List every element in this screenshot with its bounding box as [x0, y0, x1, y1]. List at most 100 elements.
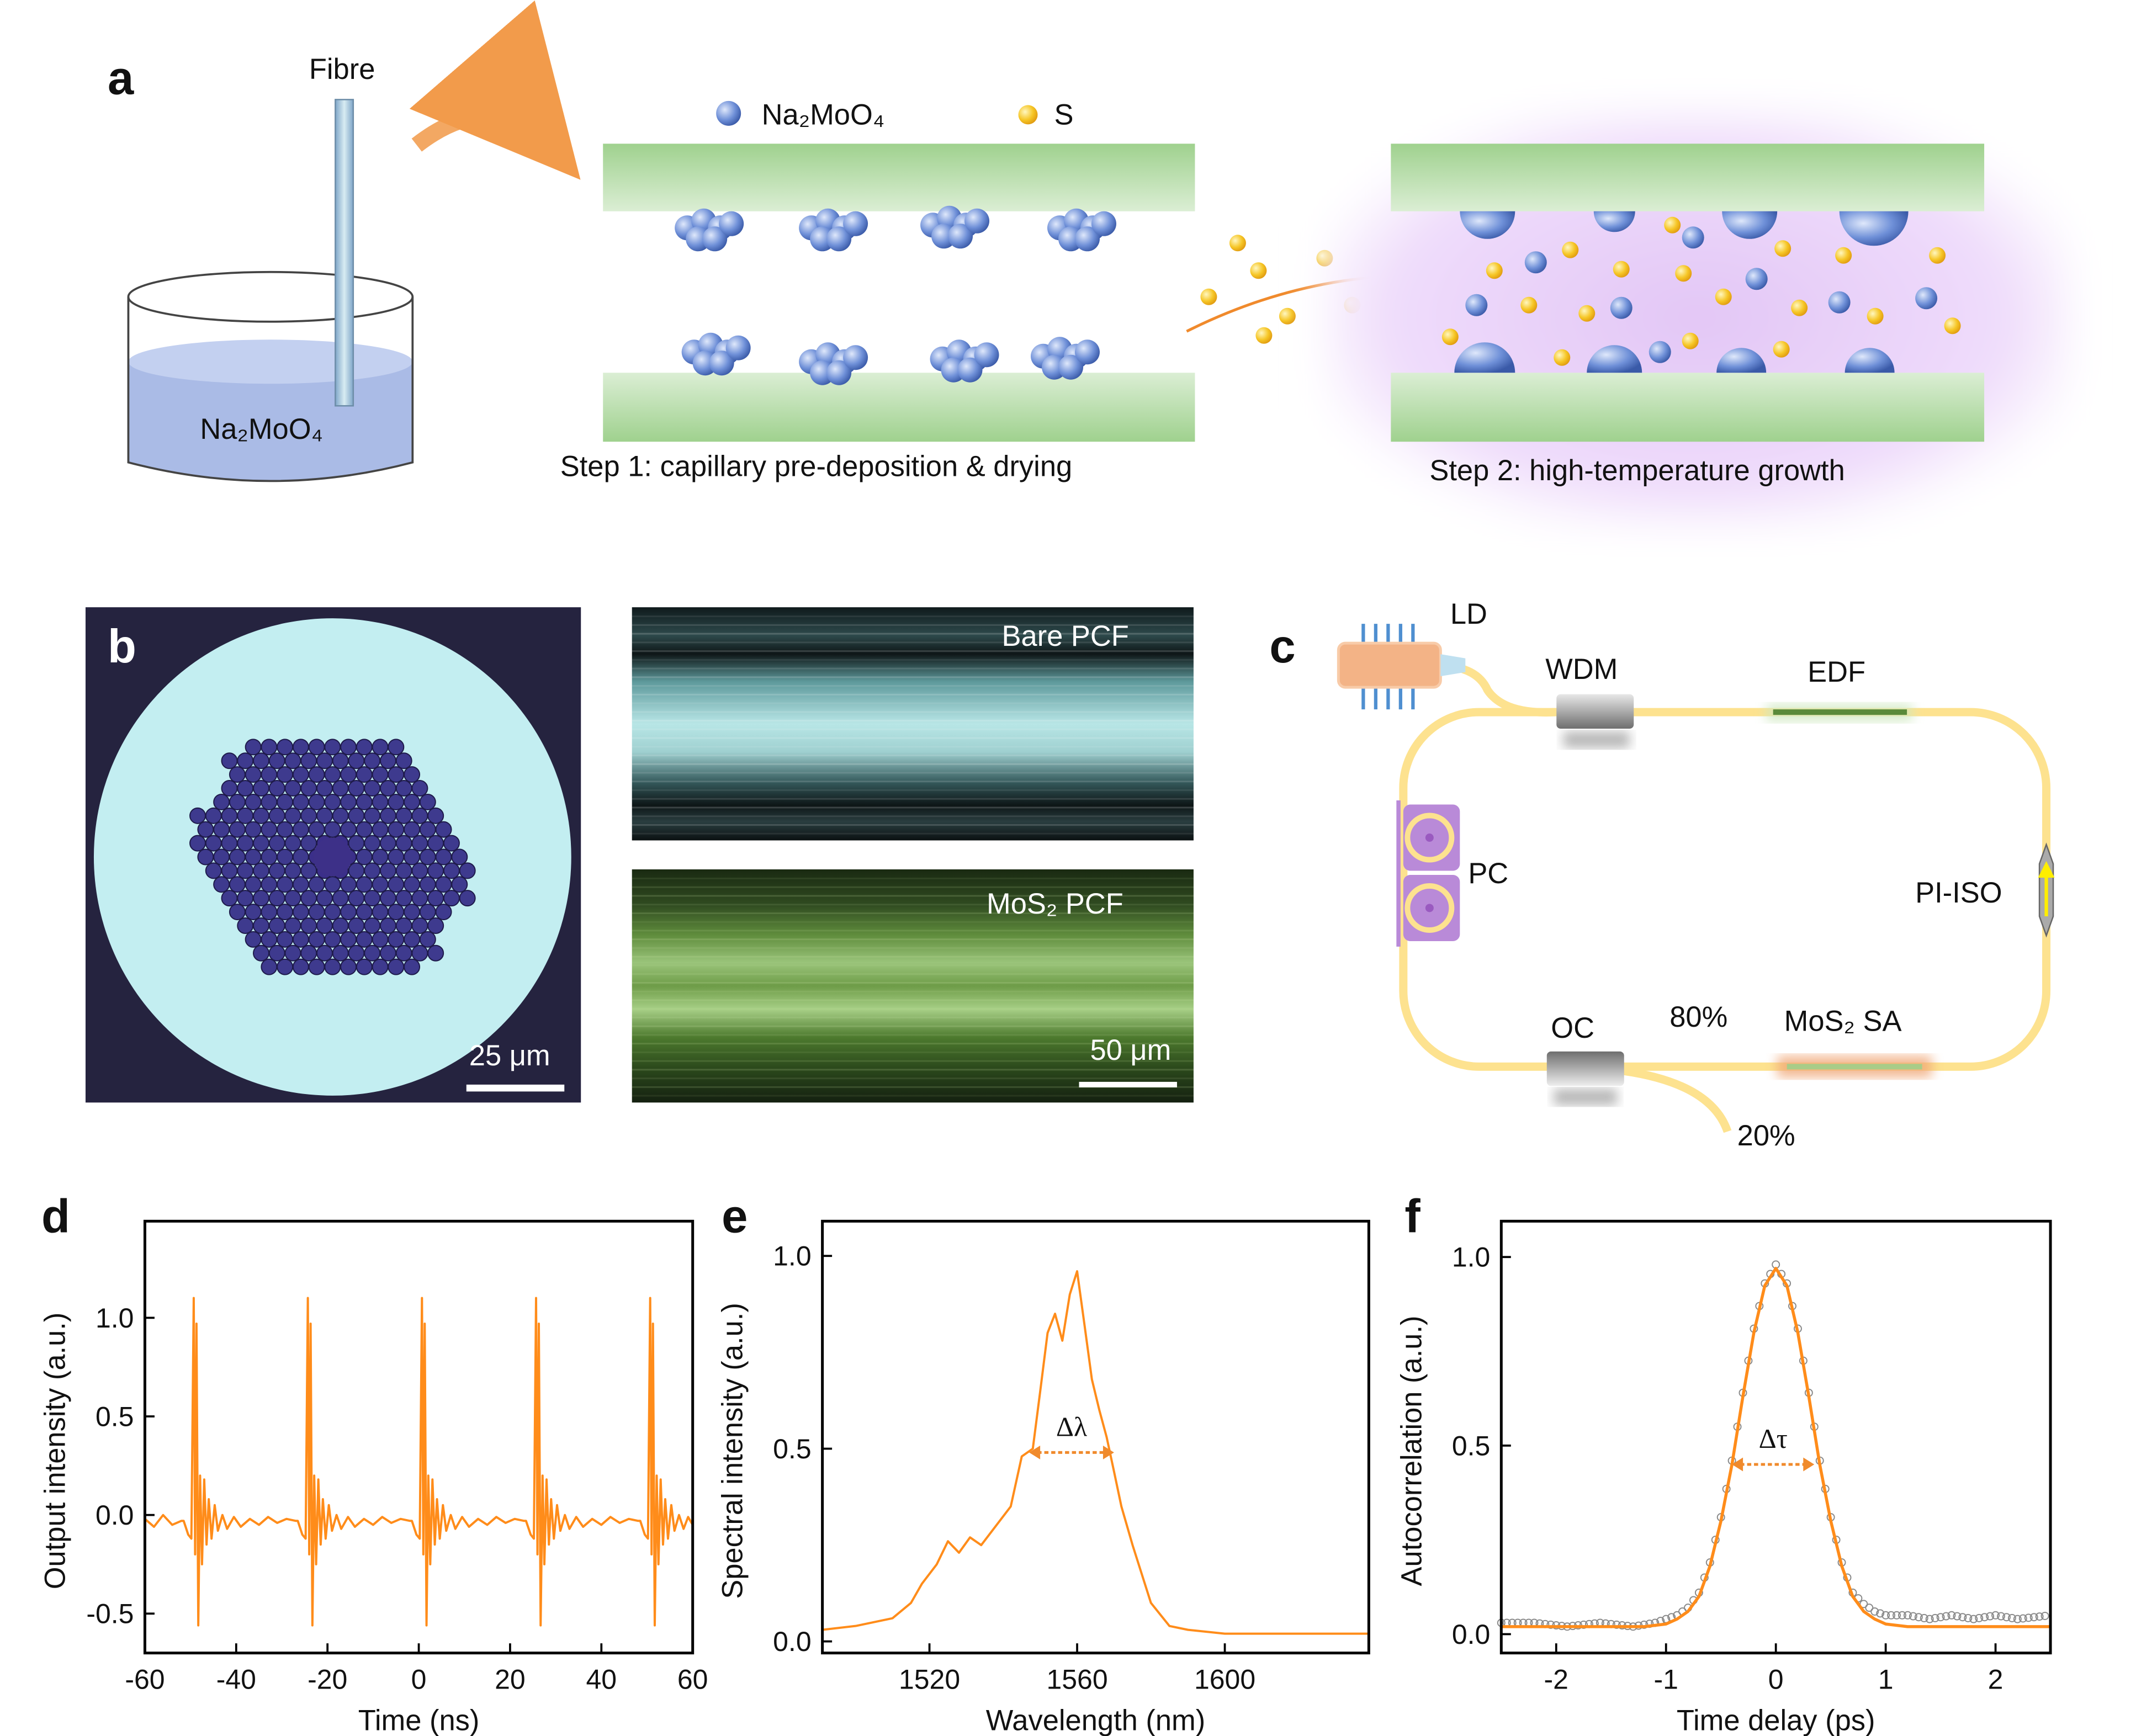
data-point: [2007, 1613, 2016, 1622]
data-point: [2018, 1614, 2027, 1623]
x-tick-label: 0: [411, 1664, 427, 1695]
air-hole: [277, 793, 294, 810]
air-hole: [372, 931, 389, 948]
air-hole: [388, 958, 405, 975]
data-point: [1920, 1613, 1928, 1622]
plot-frame: [821, 1219, 1370, 1655]
air-hole: [253, 752, 269, 769]
sulfur-sphere: [1664, 216, 1681, 233]
y-tick-label: 0.0: [773, 1626, 811, 1657]
air-hole: [427, 917, 444, 934]
sulfur-sphere: [1229, 235, 1246, 252]
air-hole: [221, 780, 238, 797]
mos2-domain: [1839, 211, 1909, 246]
air-hole: [364, 835, 381, 852]
air-hole: [229, 848, 246, 866]
fiber-stripe: [632, 798, 1194, 800]
air-hole: [268, 890, 285, 907]
fwhm-arrowhead-left: [1732, 1457, 1743, 1472]
mos2-domain: [1722, 211, 1778, 239]
air-hole: [340, 876, 357, 893]
precursor-sphere: [974, 342, 999, 368]
air-hole: [356, 766, 373, 783]
pcf-cladding-holes: [189, 739, 476, 975]
air-hole: [324, 821, 341, 838]
air-hole: [395, 835, 412, 852]
fibre-label: Fibre: [309, 53, 375, 86]
iso-label: PI-ISO: [1915, 877, 2002, 909]
air-hole: [324, 876, 341, 893]
air-hole: [388, 931, 405, 948]
air-hole: [268, 944, 285, 962]
sa-label: MoS₂ SA: [1784, 1005, 1902, 1037]
air-hole: [300, 807, 317, 824]
air-hole: [372, 958, 389, 975]
fiber-stripe: [632, 806, 1194, 809]
air-hole: [253, 780, 269, 797]
y-axis-label: Spectral intensity (a.u.): [717, 1303, 749, 1599]
data-point: [1969, 1615, 1978, 1623]
precursor-sphere: [1682, 226, 1704, 249]
air-hole: [404, 766, 421, 783]
air-hole: [261, 904, 278, 921]
air-hole: [237, 752, 254, 769]
precursor-sphere: [843, 345, 868, 370]
sulfur-sphere: [1255, 327, 1273, 344]
scale-label-25: 25 μm: [469, 1039, 550, 1072]
air-hole: [404, 821, 421, 838]
fiber-stripe: [632, 667, 1194, 670]
air-hole: [277, 904, 294, 921]
air-hole: [427, 862, 444, 879]
sulfur-sphere: [1944, 317, 1961, 335]
air-hole: [379, 752, 396, 769]
fiber-stripe: [632, 781, 1194, 783]
air-hole: [245, 876, 262, 893]
precursor-sphere: [719, 211, 744, 236]
fiber-stripe: [632, 990, 1194, 992]
air-hole: [292, 958, 309, 975]
air-hole: [364, 944, 381, 962]
air-hole: [364, 780, 381, 797]
air-hole: [379, 780, 396, 797]
oc-label: OC: [1551, 1012, 1594, 1044]
precursor-sphere: [709, 351, 734, 376]
fiber-stripe: [632, 1008, 1194, 1010]
x-tick-label: -2: [1544, 1664, 1568, 1695]
data-point: [1865, 1604, 1874, 1612]
fiber-stripe: [632, 789, 1194, 792]
ratio-20-label: 20%: [1737, 1119, 1795, 1152]
y-tick-label: 0.5: [1452, 1430, 1490, 1461]
air-hole: [372, 876, 389, 893]
air-hole: [332, 752, 349, 769]
air-hole: [388, 793, 405, 810]
edf-label: EDF: [1808, 656, 1865, 688]
air-hole: [284, 917, 301, 934]
air-hole: [316, 780, 333, 797]
fiber-stripe: [632, 1077, 1194, 1080]
air-hole: [340, 739, 357, 756]
air-hole: [379, 807, 396, 824]
air-hole: [388, 904, 405, 921]
precursor-sphere: [826, 360, 852, 385]
mos2-domain: [1593, 211, 1635, 232]
air-hole: [300, 835, 317, 852]
air-hole: [205, 862, 222, 879]
x-tick-label: 40: [586, 1664, 617, 1695]
air-hole: [348, 835, 365, 852]
air-hole: [356, 739, 373, 756]
air-hole: [237, 807, 254, 824]
fiber-stripe: [632, 1095, 1194, 1097]
x-tick-label: 1: [1878, 1664, 1894, 1695]
sulfur-sphere-icon: [1018, 105, 1038, 125]
air-hole: [411, 807, 428, 824]
air-hole: [419, 904, 436, 921]
x-tick-label: -20: [308, 1664, 347, 1695]
air-hole: [261, 793, 278, 810]
air-hole: [356, 931, 373, 948]
sulfur-sphere: [1929, 247, 1946, 264]
beaker-icon: [127, 270, 414, 482]
chart-autocorrelation: -2 -1 0 1 2 0.0 0.5 1.0 Time delay (ps) Autocorre…: [1395, 1219, 2052, 1736]
air-hole: [324, 931, 341, 948]
fiber-stripe: [632, 1043, 1194, 1045]
air-hole: [221, 752, 238, 769]
